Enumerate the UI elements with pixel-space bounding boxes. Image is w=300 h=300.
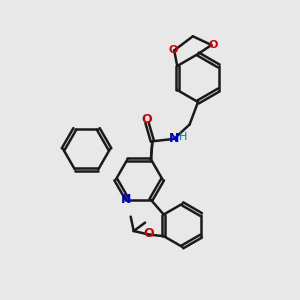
- Text: H: H: [179, 132, 187, 142]
- Text: O: O: [143, 227, 154, 240]
- Text: O: O: [168, 45, 178, 56]
- Text: N: N: [121, 193, 131, 206]
- Text: N: N: [169, 132, 179, 146]
- Text: O: O: [208, 40, 218, 50]
- Text: O: O: [141, 113, 152, 126]
